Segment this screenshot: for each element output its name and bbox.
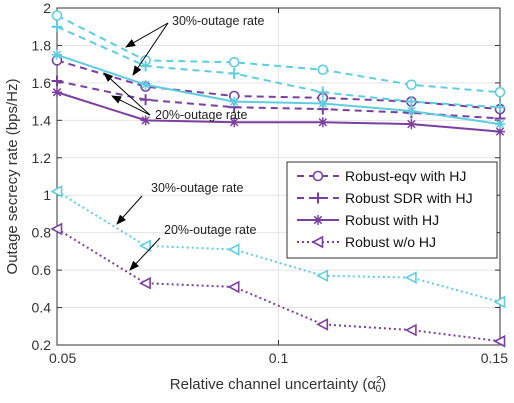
triangle-marker <box>311 235 324 249</box>
x-axis-title-sub: 0 <box>376 384 382 395</box>
star-marker <box>495 119 505 130</box>
triangle-marker <box>404 271 417 284</box>
series-7 <box>50 185 506 309</box>
series-group <box>50 10 506 348</box>
y-tick-label: 1.8 <box>32 37 52 53</box>
annotation-arrow <box>132 22 169 76</box>
plus-marker <box>317 86 329 98</box>
annotation-label: 30%-outage rate <box>172 14 264 28</box>
circle-marker <box>494 86 506 98</box>
y-tick-label: 0.4 <box>32 300 52 316</box>
annotation-arrow <box>111 95 151 116</box>
series-line <box>56 25 501 109</box>
series-line <box>56 80 501 120</box>
circle-marker <box>312 170 324 182</box>
x-axis-title-main: Relative channel uncertainty ( <box>170 376 368 393</box>
star-marker <box>495 126 505 137</box>
y-axis-title: Outage secrecy rate (bps/Hz) <box>4 79 21 275</box>
y-tick-label: 1.2 <box>32 150 52 166</box>
y-tick-label: 2 <box>43 0 51 16</box>
circle-marker <box>317 64 329 76</box>
star-marker <box>140 115 151 126</box>
plus-marker <box>312 192 324 204</box>
x-axis-title-close: ) <box>381 376 386 393</box>
plus-marker <box>140 60 152 72</box>
plus-marker <box>140 94 152 106</box>
y-tick-label: 1.6 <box>32 75 52 91</box>
triangle-marker <box>316 318 329 331</box>
star-marker <box>229 117 240 128</box>
series-line <box>56 53 501 126</box>
annotation-arrow <box>129 237 161 271</box>
y-tick-label: 1.4 <box>32 112 52 128</box>
triangle-marker <box>138 276 151 290</box>
annotation-label: 20%-outage rate <box>155 108 247 122</box>
plus-marker <box>228 68 240 80</box>
annotation-label: 20%-outage rate <box>164 223 256 237</box>
star-marker <box>317 117 328 128</box>
y-tick-label: 0.8 <box>32 225 52 241</box>
annotation-label: 30%-outage rate <box>151 181 243 195</box>
plus-marker <box>51 21 63 33</box>
annotation-arrow <box>103 72 151 116</box>
triangle-marker <box>50 222 63 236</box>
legend-item: Robust w/o HJ <box>297 234 436 250</box>
series-5 <box>51 21 506 113</box>
legend: Robust-eqv with HJ Robust SDR with HJ Robu… <box>286 161 498 259</box>
circle-marker <box>406 79 417 91</box>
x-axis-title-sup: 2 <box>376 375 382 386</box>
star-marker <box>52 87 62 98</box>
legend-item: Robust-eqv with HJ <box>297 168 466 184</box>
star-marker <box>229 96 240 107</box>
legend-label: Robust with HJ <box>345 212 439 228</box>
x-tick-label: 0.05 <box>49 350 76 366</box>
annotation-arrow <box>125 22 169 48</box>
x-axis-title-symbol: α <box>367 376 376 393</box>
legend-item: Robust with HJ <box>297 212 439 228</box>
x-axis-title: Relative channel uncertainty (α2 0) <box>170 375 386 395</box>
series-line <box>56 14 501 94</box>
star-marker <box>317 98 328 109</box>
series-6 <box>52 49 505 130</box>
legend-label: Robust SDR with HJ <box>345 190 473 206</box>
plus-marker <box>494 101 506 113</box>
circle-marker <box>228 56 240 68</box>
triangle-marker <box>493 295 506 309</box>
y-tick-label: 0.2 <box>32 337 52 353</box>
annotations: 30%-outage rate 20%-outage rate 30%-outage… <box>103 14 264 271</box>
annotation-arrow <box>116 195 143 225</box>
legend-item: Robust SDR with HJ <box>297 190 473 206</box>
star-marker <box>140 79 151 90</box>
series-line <box>56 59 501 111</box>
star-marker <box>406 105 417 116</box>
legend-label: Robust w/o HJ <box>345 234 436 250</box>
plus-marker <box>405 96 417 108</box>
series-3 <box>50 222 506 348</box>
series-line <box>56 91 501 133</box>
series-line <box>56 228 501 343</box>
triangle-marker <box>50 185 63 198</box>
y-tick-label: 1 <box>43 187 51 203</box>
x-tick-label: 0.15 <box>481 350 508 366</box>
triangle-marker <box>227 243 240 256</box>
triangle-marker <box>227 280 240 294</box>
star-marker <box>52 49 62 60</box>
triangle-marker <box>404 323 417 337</box>
series-line <box>56 190 501 303</box>
triangle-marker <box>493 334 506 348</box>
x-tick-label: 0.1 <box>269 350 289 366</box>
plus-marker <box>51 75 63 87</box>
series-1 <box>51 75 506 124</box>
axes: 0.05 0.1 0.15 0.2 0.4 0.6 0.8 1 1.2 1.4 1.6 1.8 2 Out… <box>4 0 508 395</box>
legend-label: Robust-eqv with HJ <box>345 168 466 184</box>
triangle-marker <box>316 269 329 283</box>
series-2 <box>52 87 505 137</box>
circle-marker <box>51 10 63 21</box>
y-tick-label: 0.6 <box>32 262 52 278</box>
star-marker <box>313 215 323 225</box>
series-4 <box>51 10 506 98</box>
star-marker <box>406 119 417 130</box>
triangle-marker <box>138 239 151 253</box>
